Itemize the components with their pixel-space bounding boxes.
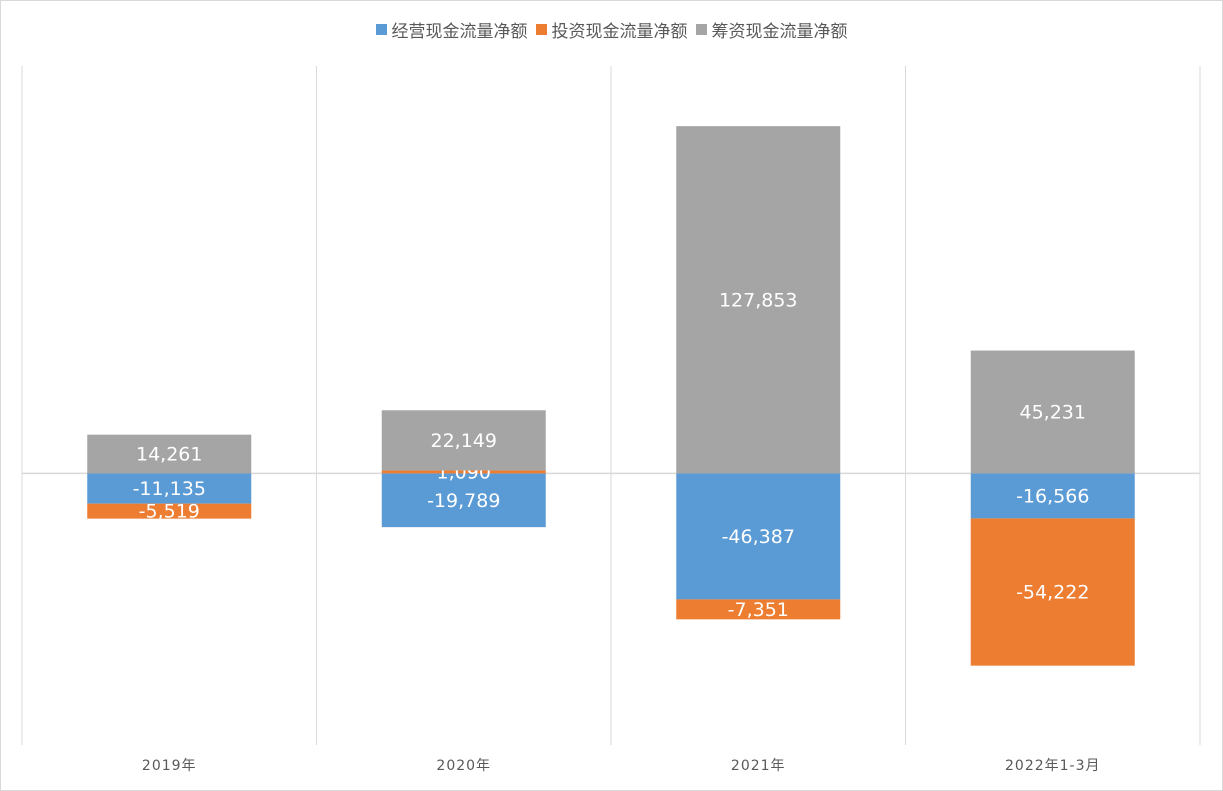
data-label: -19,789 [427,490,500,512]
data-label: -7,351 [728,599,789,621]
data-label: -54,222 [1016,582,1089,604]
legend-label: 投资现金流量净额 [551,22,688,42]
bar-segment [381,473,546,528]
data-label: -16,566 [1016,485,1089,507]
x-tick-label: 2019年 [142,758,197,774]
bar-segment [970,473,1135,519]
legend-swatch [375,24,387,35]
bar-segment [381,410,546,471]
legend-item: 经营现金流量净额 [375,17,528,42]
bar-segment [676,473,841,600]
legend-label: 筹资现金流量净额 [711,22,848,42]
data-label: 127,853 [719,289,798,311]
x-tick-label: 2021年 [731,758,786,774]
legend-item: 筹资现金流量净额 [695,17,848,42]
x-tick-label: 2020年 [436,758,491,774]
bar-segment [676,126,841,474]
data-label: 14,261 [136,444,202,466]
legend-item: 投资现金流量净额 [535,17,688,42]
bar-segment [87,434,252,474]
data-label: 22,149 [431,430,497,452]
x-tick-label: 2022年1-3月 [1005,758,1101,774]
bar-segment [970,350,1135,474]
bar-segment [381,470,546,474]
data-label: -46,387 [722,526,795,548]
data-label: -11,135 [133,478,206,500]
bar-segment [87,503,252,519]
bar-segment [87,473,252,504]
legend-swatch [695,24,707,35]
data-label: -5,519 [139,501,200,523]
bar-segment [970,518,1135,666]
legend-swatch [535,24,547,35]
legend: 经营现金流量净额 投资现金流量净额 筹资现金流量净额 [0,17,1223,42]
legend-label: 经营现金流量净额 [391,22,528,42]
bar-segment [676,599,841,620]
data-label: 45,231 [1020,401,1086,423]
